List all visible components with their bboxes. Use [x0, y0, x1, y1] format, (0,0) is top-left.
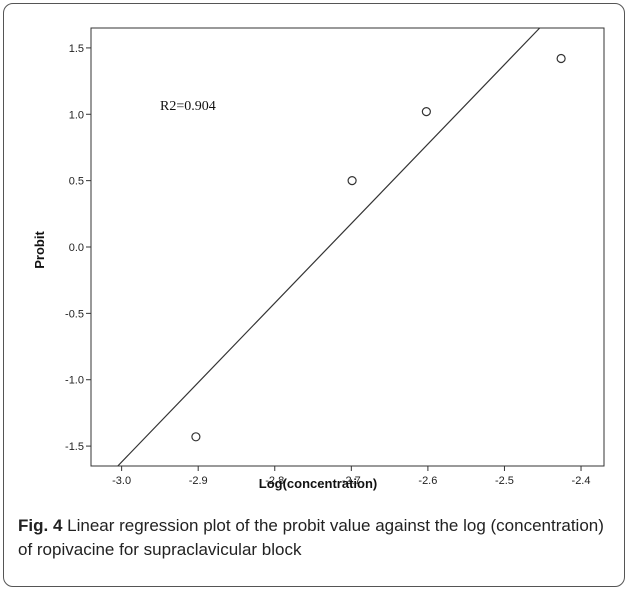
y-axis-label: Probit — [32, 231, 47, 269]
data-point — [421, 107, 431, 117]
y-tick-label: -1.5 — [65, 441, 84, 453]
y-tick-label: -0.5 — [65, 308, 84, 320]
y-tick-label: 1.5 — [69, 43, 84, 55]
caption-text: Linear regression plot of the probit val… — [18, 516, 604, 559]
x-tick-label: -2.4 — [572, 475, 591, 487]
x-tick-label: -2.8 — [265, 475, 284, 487]
x-tick-label: -2.9 — [189, 475, 208, 487]
data-points — [191, 53, 566, 442]
regression-line — [117, 27, 541, 467]
figure-caption: Fig. 4 Linear regression plot of the pro… — [18, 514, 618, 562]
x-tick-label: -2.6 — [418, 475, 437, 487]
figure-number: Fig. 4 — [18, 516, 63, 535]
y-tick-label: 0.0 — [69, 242, 84, 254]
x-tick-label: -3.0 — [112, 475, 131, 487]
r-squared-annotation: R2=0.904 — [160, 99, 216, 114]
data-point — [191, 432, 201, 442]
y-tick-label: -1.0 — [65, 375, 84, 387]
x-axis-label: Log(concentration) — [259, 476, 377, 491]
x-tick-label: -2.7 — [342, 475, 361, 487]
data-point — [556, 53, 566, 64]
y-axis-ticks: -1.5 -1.0 -0.5 0.0 0.5 1.0 1.5 — [65, 43, 91, 453]
figure-frame — [3, 3, 625, 587]
x-axis-ticks: -3.0 -2.9 -2.8 -2.7 -2.6 -2.5 -2.4 — [112, 466, 591, 487]
y-tick-label: 0.5 — [69, 176, 84, 188]
y-tick-label: 1.0 — [69, 109, 84, 121]
probit-regression-chart: -3.0 -2.9 -2.8 -2.7 -2.6 -2.5 -2.4 -1.5 -1.0 -0.… — [32, 27, 605, 491]
plot-area — [90, 27, 605, 467]
data-point — [347, 176, 357, 186]
x-tick-label: -2.5 — [495, 475, 514, 487]
